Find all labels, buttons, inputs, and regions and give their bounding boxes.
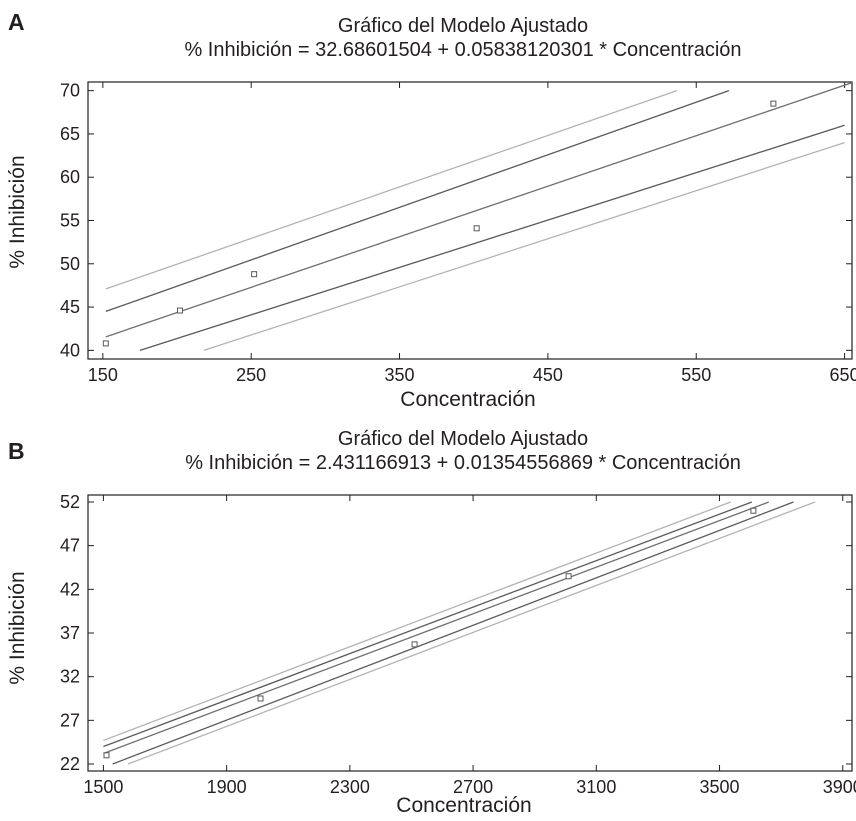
panel-b: B Gráfico del Modelo Ajustado % Inhibici… (6, 428, 856, 817)
panel-b-fit-line (103, 501, 770, 755)
panel-b-data-point (103, 752, 110, 759)
panel-a-letter: A (8, 9, 25, 35)
panel-a-plot: 150 250 350 450 550 650 40 45 50 55 60 65 70 (60, 81, 856, 385)
panel-b-xtick-label: 3500 (700, 777, 740, 797)
panel-b-prediction-lower-line (127, 501, 816, 765)
panel-a-ytick-label: 45 (60, 297, 80, 317)
panel-a-data-point (102, 340, 109, 347)
panel-b-ylabel: % Inhibición (6, 571, 29, 684)
panel-a-ytick-label: 60 (60, 167, 80, 187)
panel-a-fit-line (105, 82, 852, 338)
panel-b-xtick-label: 3900 (823, 777, 856, 797)
panel-a-plot-frame (87, 81, 853, 360)
panel-b-xlabel: Concentración (396, 794, 531, 817)
panel-b-letter: B (8, 438, 25, 464)
panel-b-xtick-label: 2700 (453, 777, 493, 797)
panel-a: A Gráfico del Modelo Ajustado % Inhibici… (6, 9, 856, 411)
panel-a-subtitle: % Inhibición = 32.68601504 + 0.058381203… (184, 39, 741, 61)
panel-a-data-point (251, 271, 258, 278)
panel-a-ytick-label: 70 (60, 81, 80, 101)
panel-b-title: Gráfico del Modelo Ajustado (338, 428, 588, 450)
panel-b-xtick-label: 1500 (83, 777, 123, 797)
panel-b-xtick-label: 3100 (576, 777, 616, 797)
panel-b-data-point (411, 641, 418, 648)
panel-a-ytick-label: 65 (60, 124, 80, 144)
panel-b-prediction-upper-line (103, 501, 731, 742)
panel-a-xtick-label: 350 (385, 365, 415, 385)
panel-a-prediction-line (203, 141, 845, 351)
panel-b-ytick-label: 22 (60, 754, 80, 774)
panel-a-confidence-line (105, 90, 730, 313)
panel-a-prediction-line (105, 90, 678, 290)
panel-a-ytick-label: 55 (60, 211, 80, 231)
panel-b-data-point (750, 507, 757, 514)
panel-a-xtick-label: 550 (681, 365, 711, 385)
panel-a-ytick-label: 40 (60, 340, 80, 360)
panel-a-data-point (770, 100, 777, 107)
panel-b-data-point (565, 573, 572, 580)
panel-b-confidence-upper-line (103, 501, 753, 748)
panel-a-data-point (176, 307, 183, 314)
panel-a-data-point (473, 225, 480, 232)
panel-b-ytick-label: 32 (60, 667, 80, 687)
panel-b-data-point (257, 695, 264, 702)
panel-a-ytick-label: 50 (60, 254, 80, 274)
panel-b-xtick-label: 1900 (207, 777, 247, 797)
panel-b-ytick-label: 27 (60, 710, 80, 730)
panel-b-subtitle: % Inhibición = 2.431166913 + 0.013545568… (185, 452, 741, 474)
panel-a-ylabel: % Inhibición (6, 155, 29, 268)
panel-a-xtick-label: 150 (88, 365, 118, 385)
panel-b-ytick-label: 37 (60, 623, 80, 643)
panel-b-ytick-label: 47 (60, 536, 80, 556)
panel-b-ytick-label: 42 (60, 579, 80, 599)
panel-b-ytick-label: 52 (60, 492, 80, 512)
panel-a-confidence-line (139, 124, 845, 351)
panel-a-xlabel: Concentración (400, 388, 535, 411)
panel-a-xtick-label: 250 (236, 365, 266, 385)
panel-a-xtick-label: 450 (533, 365, 563, 385)
panel-b-plot: 1500 1900 2300 2700 3100 3500 3900 22 27 32 37 42 47… (60, 492, 856, 797)
panel-b-confidence-lower-line (112, 501, 794, 765)
panel-a-title: Gráfico del Modelo Ajustado (338, 15, 588, 37)
panel-b-xtick-label: 2300 (330, 777, 370, 797)
panel-a-xtick-label: 650 (830, 365, 856, 385)
